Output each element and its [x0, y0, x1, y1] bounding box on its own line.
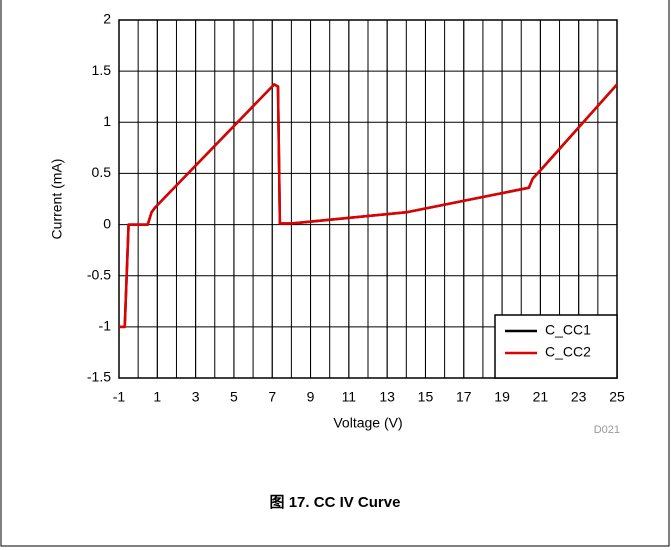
- x-tick-label: 9: [307, 389, 315, 405]
- y-axis-label: Current (mA): [49, 159, 65, 240]
- y-tick-label: -1.5: [87, 369, 111, 385]
- plot-border: [118, 19, 618, 379]
- x-tick-label: 17: [456, 389, 472, 405]
- x-axis-label: Voltage (V): [333, 415, 402, 431]
- legend-label: C_CC2: [545, 344, 591, 360]
- x-tick-label: 11: [342, 389, 357, 405]
- legend-box: [494, 314, 618, 379]
- x-tick-label: -1: [113, 389, 126, 405]
- x-tick-label: 13: [379, 389, 395, 405]
- y-tick-label: -0.5: [87, 266, 111, 282]
- y-tick-label: 1: [103, 113, 111, 129]
- x-tick-label: 15: [418, 389, 434, 405]
- figure-code: D021: [594, 424, 620, 436]
- x-tick-label: 21: [533, 389, 549, 405]
- y-tick-label: -1: [99, 318, 112, 334]
- caption: 图 17. CC IV Curve: [270, 494, 401, 511]
- x-tick-label: 19: [494, 389, 510, 405]
- x-tick-label: 7: [268, 389, 276, 405]
- x-tick-label: 3: [192, 389, 200, 405]
- y-tick-label: 0: [103, 215, 111, 231]
- y-tick-label: 1.5: [92, 62, 112, 78]
- legend-label: C_CC1: [545, 322, 591, 338]
- x-tick-label: 5: [230, 389, 238, 405]
- y-tick-label: 0.5: [92, 164, 112, 180]
- x-tick-label: 23: [571, 389, 587, 405]
- x-tick-label: 1: [153, 389, 161, 405]
- y-tick-label: 2: [103, 11, 111, 27]
- line-series: [119, 83, 618, 329]
- x-tick-label: 25: [609, 389, 625, 405]
